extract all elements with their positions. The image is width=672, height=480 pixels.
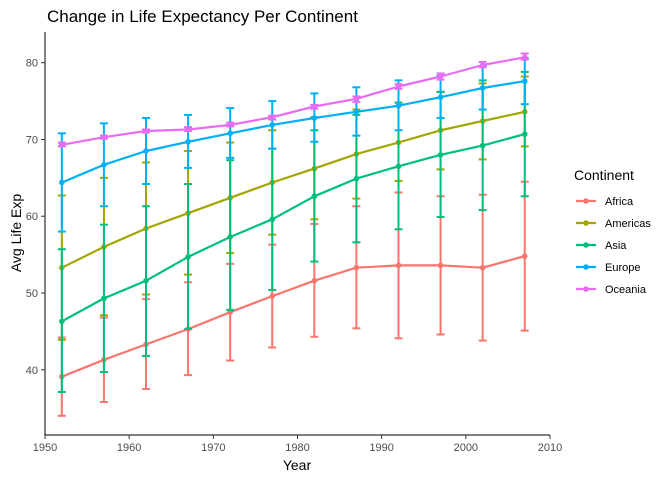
data-point-africa <box>353 264 360 271</box>
data-point-africa <box>395 262 402 269</box>
chart-title: Change in Life Expectancy Per Continent <box>47 7 358 26</box>
legend-title: Continent <box>574 167 634 183</box>
data-point-oceania <box>101 134 107 140</box>
legend-item-africa: Africa <box>576 196 634 208</box>
legend-key-point <box>583 264 589 270</box>
series-line-oceania <box>61 56 525 146</box>
x-tick-label: 1950 <box>33 442 57 454</box>
x-tick-label: 2000 <box>454 442 478 454</box>
y-tick-label: 60 <box>26 211 38 223</box>
x-tick-label: 1960 <box>117 442 141 454</box>
series-line-africa <box>61 255 526 378</box>
data-point-oceania <box>143 128 149 134</box>
data-point-asia <box>227 234 233 240</box>
y-tick-label: 80 <box>26 58 38 70</box>
data-point-asia <box>395 163 402 170</box>
data-point-europe <box>143 148 149 154</box>
data-point-europe <box>437 94 444 101</box>
legend-label: Europe <box>605 262 640 274</box>
data-point-africa <box>521 253 528 259</box>
data-point-europe <box>521 78 528 84</box>
data-point-asia <box>59 318 65 325</box>
x-tick-label: 1970 <box>201 442 225 454</box>
data-point-asia <box>353 175 360 182</box>
data-point-europe <box>395 102 402 109</box>
data-point-oceania <box>269 114 276 121</box>
data-point-asia <box>185 254 191 260</box>
data-point-oceania <box>437 73 444 80</box>
data-point-africa <box>479 264 486 271</box>
data-point-europe <box>479 85 486 91</box>
legend-key-point <box>583 286 589 292</box>
legend-key-point <box>583 220 589 226</box>
data-point-europe <box>227 130 233 137</box>
data-point-oceania <box>311 103 318 110</box>
series-oceania <box>57 52 529 148</box>
data-point-africa <box>269 293 276 299</box>
data-point-europe <box>311 115 318 121</box>
data-point-europe <box>353 109 360 115</box>
y-tick-label: 50 <box>26 288 38 300</box>
y-axis-title: Avg Life Exp <box>8 194 24 273</box>
data-point-asia <box>311 193 318 200</box>
data-point-asia <box>521 131 528 137</box>
x-tick-label: 1980 <box>285 442 309 454</box>
series-line-americas <box>61 110 526 269</box>
legend-item-americas: Americas <box>576 218 651 230</box>
legend-key-point <box>583 198 589 204</box>
plot-area <box>57 52 529 417</box>
data-point-oceania <box>395 83 402 90</box>
series-asia <box>57 70 529 394</box>
legend-label: Oceania <box>605 284 647 296</box>
data-point-africa <box>437 262 444 269</box>
data-point-oceania <box>185 126 191 133</box>
legend-key-point <box>583 242 589 248</box>
legend-label: Africa <box>605 196 634 208</box>
data-point-europe <box>269 122 276 128</box>
data-point-asia <box>437 152 444 158</box>
y-tick-label: 70 <box>26 134 38 146</box>
x-tick-label: 1990 <box>369 442 393 454</box>
legend-item-europe: Europe <box>576 262 640 274</box>
legend-item-oceania: Oceania <box>576 284 647 296</box>
y-axis-ticks: 40 50 60 70 80 <box>26 58 45 377</box>
data-point-asia <box>143 277 149 284</box>
data-point-africa <box>311 277 318 284</box>
data-point-asia <box>479 142 486 149</box>
data-point-oceania <box>521 54 528 61</box>
series-line-europe <box>61 80 525 184</box>
x-axis-ticks: 1950 1960 1970 1980 1990 2000 2010 <box>33 435 562 454</box>
data-point-oceania <box>479 62 486 68</box>
series-line-asia <box>61 133 526 323</box>
legend: Continent Africa Americas Asia Europe Oceani… <box>574 167 651 296</box>
data-point-europe <box>185 138 191 145</box>
series-europe <box>57 57 529 233</box>
series-africa <box>57 180 529 417</box>
data-point-europe <box>59 179 65 186</box>
legend-label: Americas <box>605 218 651 230</box>
data-point-europe <box>101 161 107 168</box>
y-tick-label: 40 <box>26 365 38 377</box>
data-point-asia <box>101 295 107 302</box>
legend-item-asia: Asia <box>576 240 627 252</box>
data-point-oceania <box>227 122 233 128</box>
data-point-asia <box>269 216 276 223</box>
data-point-oceania <box>59 142 65 148</box>
data-point-oceania <box>353 95 360 102</box>
x-axis-title: Year <box>283 457 312 473</box>
x-tick-label: 2010 <box>538 442 562 454</box>
legend-label: Asia <box>605 240 627 252</box>
